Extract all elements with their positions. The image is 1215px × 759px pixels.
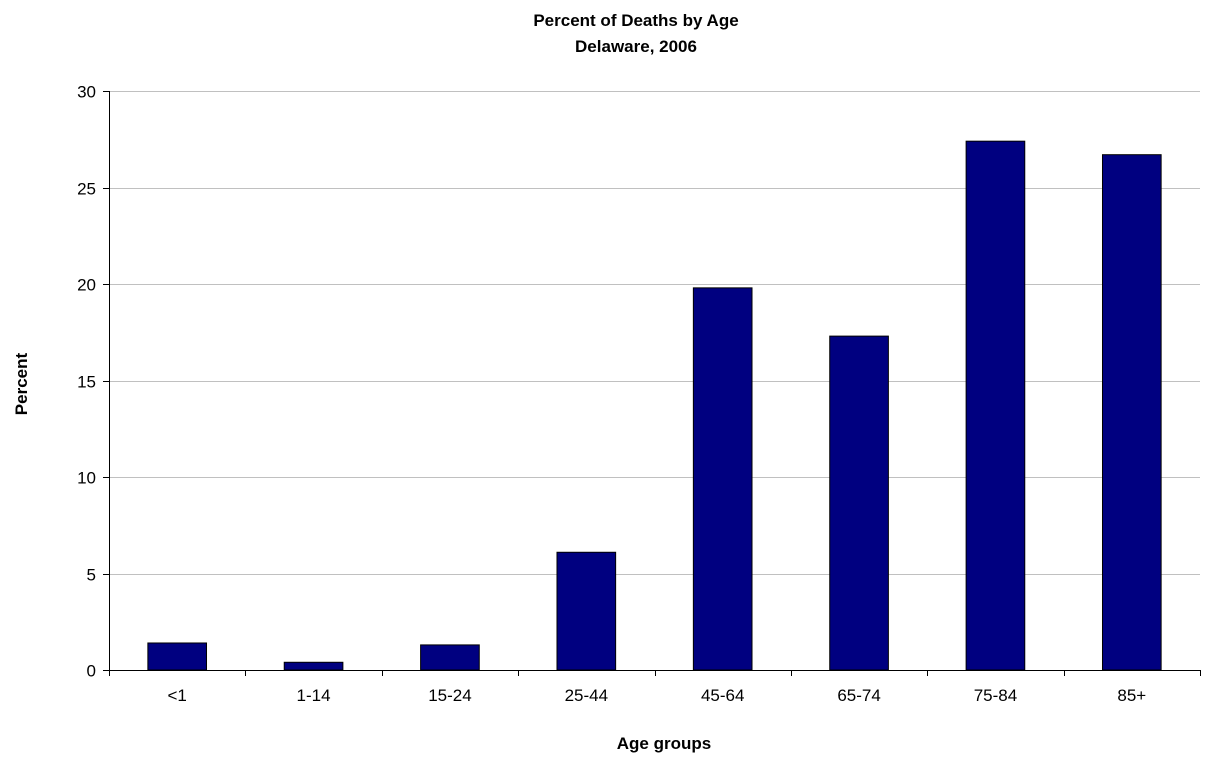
bars (147, 140, 1162, 671)
chart-title: Percent of Deaths by Age (533, 11, 738, 30)
x-axis-title: Age groups (617, 734, 711, 753)
bar (283, 661, 344, 671)
x-tick-label: <1 (167, 686, 186, 705)
bar (147, 642, 208, 671)
x-tick-label: 15-24 (428, 686, 471, 705)
bar (1101, 154, 1162, 671)
y-tick-label: 15 (77, 373, 96, 392)
bar (556, 551, 617, 671)
x-tick-label: 65-74 (837, 686, 880, 705)
y-tick-labels: 0 5 10 15 20 25 30 (77, 83, 96, 681)
x-tick-label: 25-44 (565, 686, 608, 705)
x-tick-label: 1-14 (297, 686, 331, 705)
y-tick-label: 0 (87, 662, 96, 681)
y-tick-label: 5 (87, 566, 96, 585)
y-tick-label: 20 (77, 276, 96, 295)
y-axis-title: Percent (12, 352, 31, 415)
axes (103, 91, 1201, 676)
bar (829, 335, 889, 671)
bar (965, 140, 1026, 671)
y-tick-label: 30 (77, 83, 96, 102)
chart-subtitle: Delaware, 2006 (575, 37, 697, 56)
x-tick-label: 75-84 (974, 686, 1017, 705)
x-tick-label: 85+ (1117, 686, 1146, 705)
x-tick-label: 45-64 (701, 686, 744, 705)
bar (420, 644, 480, 671)
gridlines (109, 91, 1200, 575)
y-tick-label: 25 (77, 180, 96, 199)
y-tick-label: 10 (77, 469, 96, 488)
bar (692, 287, 753, 671)
x-tick-labels: <1 1-14 15-24 25-44 45-64 65-74 75-84 85+ (167, 686, 1146, 705)
